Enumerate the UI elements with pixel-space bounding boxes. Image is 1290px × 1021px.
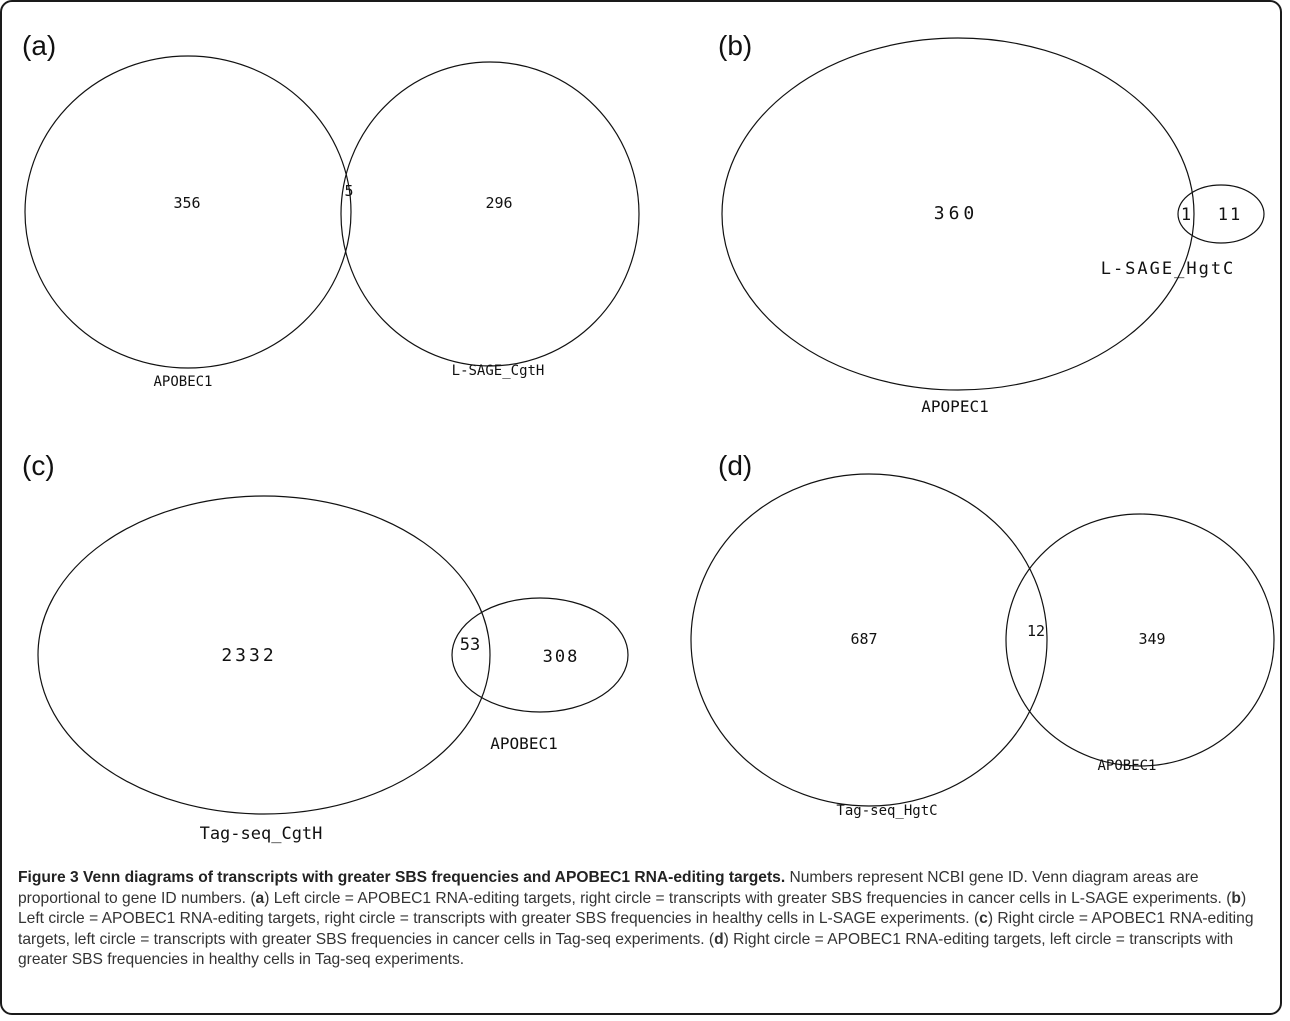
venn-c-overlap-count: 53 xyxy=(460,635,480,655)
caption-item-d: (d) Right circle = APOBEC1 RNA-editing t… xyxy=(18,930,1234,969)
panel-label-d: (d) xyxy=(718,450,753,481)
venn-c-right-count: 308 xyxy=(543,647,580,667)
venn-panel-c: 2332 53 308 Tag-seq_CgtH APOBEC1 xyxy=(37,495,629,844)
caption-title: Figure 3 Venn diagrams of transcripts wi… xyxy=(18,869,786,886)
venn-b-right-count: 11 xyxy=(1218,205,1242,225)
venn-b-left-count: 360 xyxy=(934,203,979,224)
venn-a-left-circle xyxy=(24,55,352,369)
panel-label-c: (c) xyxy=(22,450,55,481)
venn-panel-a: 356 5 296 APOBEC1 L-SAGE_CgtH xyxy=(24,55,640,390)
venn-c-left-count: 2332 xyxy=(221,645,276,666)
venn-b-left-circle xyxy=(721,37,1195,391)
caption-intro: Numbers represent NCBI gene ID. Venn dia… xyxy=(18,869,1199,907)
venn-a-left-set-label: APOBEC1 xyxy=(153,374,212,390)
venn-d-left-count: 687 xyxy=(850,630,877,648)
venn-a-right-circle xyxy=(340,61,640,367)
venn-panel-b: 360 1 11 APOPEC1 L-SAGE_HgtC xyxy=(721,37,1265,416)
venn-d-right-count: 349 xyxy=(1138,630,1165,648)
venn-a-right-count: 296 xyxy=(485,194,512,212)
venn-d-left-set-label: Tag-seq_HgtC xyxy=(836,803,937,819)
venn-d-right-set-label: APOBEC1 xyxy=(1097,758,1156,774)
venn-d-right-circle xyxy=(1005,513,1275,767)
venn-b-right-set-label: L-SAGE_HgtC xyxy=(1101,259,1236,279)
venn-a-left-count: 356 xyxy=(173,194,200,212)
venn-a-overlap-count: 5 xyxy=(344,182,353,200)
venn-d-overlap-count: 12 xyxy=(1027,622,1045,640)
caption-item-c: (c) Right circle = APOBEC1 RNA-editing t… xyxy=(18,910,1254,948)
venn-c-right-circle xyxy=(451,597,629,713)
panel-label-b: (b) xyxy=(718,30,753,61)
venn-a-right-set-label: L-SAGE_CgtH xyxy=(452,363,545,379)
panel-label-a: (a) xyxy=(22,30,57,61)
venn-c-right-set-label: APOBEC1 xyxy=(490,734,557,753)
caption-item-b: (b) Left circle = APOBEC1 RNA-editing ta… xyxy=(18,889,1247,928)
venn-panel-d: 687 12 349 Tag-seq_HgtC APOBEC1 xyxy=(690,473,1275,819)
venn-diagrams: 356 5 296 APOBEC1 L-SAGE_CgtH 360 1 11 A… xyxy=(24,37,1275,844)
venn-b-right-circle xyxy=(1177,184,1265,244)
venn-d-left-circle xyxy=(690,473,1048,807)
venn-c-left-set-label: Tag-seq_CgtH xyxy=(200,824,323,844)
venn-b-overlap-count: 1 xyxy=(1181,205,1191,225)
venn-c-left-circle xyxy=(37,495,491,815)
venn-b-left-set-label: APOPEC1 xyxy=(921,397,988,416)
figure-caption: Figure 3 Venn diagrams of transcripts wi… xyxy=(18,868,1274,971)
caption-item-a: (a) Left circle = APOBEC1 RNA-editing ta… xyxy=(245,889,1222,907)
